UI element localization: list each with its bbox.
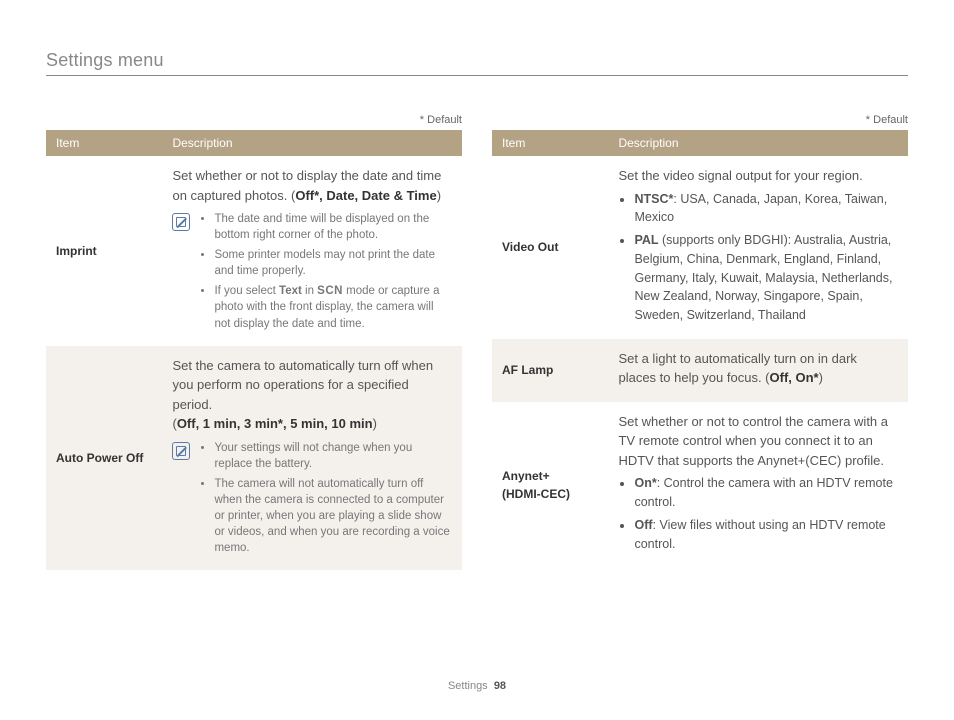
item-description: Set the video signal output for your reg…: [608, 156, 908, 339]
note-item: The camera will not automatically turn o…: [214, 476, 452, 556]
footer-section: Settings: [448, 680, 488, 692]
default-marker-right: * Default: [492, 114, 908, 126]
default-marker-left: * Default: [46, 114, 462, 126]
table-row: Video Out Set the video signal output fo…: [492, 156, 908, 339]
item-label: Imprint: [46, 156, 162, 346]
options-list: NTSC*: USA, Canada, Japan, Korea, Taiwan…: [618, 190, 898, 325]
notes-list: Your settings will not change when you r…: [198, 440, 452, 561]
item-description: Set a light to automatically turn on in …: [608, 339, 908, 402]
item-label: Anynet+(HDMI-CEC): [492, 402, 608, 568]
note-item: The date and time will be displayed on t…: [214, 211, 452, 243]
option-item: On*: Control the camera with an HDTV rem…: [634, 474, 898, 512]
note-item: Some printer models may not print the da…: [214, 247, 452, 279]
option-item: NTSC*: USA, Canada, Japan, Korea, Taiwan…: [634, 190, 898, 228]
footer-page-number: 98: [494, 680, 506, 692]
content-columns: * Default Item Description Imprint Set w…: [46, 114, 908, 570]
intro-text: Set whether or not to display the date a…: [172, 166, 452, 205]
table-row: Auto Power Off Set the camera to automat…: [46, 346, 462, 571]
table-row: AF Lamp Set a light to automatically tur…: [492, 339, 908, 402]
item-label: Auto Power Off: [46, 346, 162, 571]
left-column: * Default Item Description Imprint Set w…: [46, 114, 462, 570]
settings-table-right: Item Description Video Out Set the video…: [492, 130, 908, 567]
right-column: * Default Item Description Video Out Set…: [492, 114, 908, 570]
notes-list: The date and time will be displayed on t…: [198, 211, 452, 336]
intro-text: Set whether or not to control the camera…: [618, 412, 898, 471]
option-item: Off: View files without using an HDTV re…: [634, 516, 898, 554]
note-icon: [172, 442, 190, 460]
settings-table-left: Item Description Imprint Set whether or …: [46, 130, 462, 570]
col-header-description: Description: [162, 130, 462, 156]
note-item: If you select Text in SCN mode or captur…: [214, 283, 452, 331]
option-item: PAL (supports only BDGHI): Australia, Au…: [634, 231, 898, 325]
options-list: On*: Control the camera with an HDTV rem…: [618, 474, 898, 553]
note-icon: [172, 213, 190, 231]
item-description: Set whether or not to control the camera…: [608, 402, 908, 568]
item-description: Set the camera to automatically turn off…: [162, 346, 462, 571]
intro-text: Set the camera to automatically turn off…: [172, 356, 452, 434]
item-label: Video Out: [492, 156, 608, 339]
page-title: Settings menu: [46, 50, 908, 76]
note-item: Your settings will not change when you r…: [214, 440, 452, 472]
col-header-description: Description: [608, 130, 908, 156]
item-label: AF Lamp: [492, 339, 608, 402]
page-footer: Settings 98: [0, 680, 954, 692]
item-description: Set whether or not to display the date a…: [162, 156, 462, 346]
col-header-item: Item: [492, 130, 608, 156]
intro-text: Set a light to automatically turn on in …: [618, 349, 898, 388]
col-header-item: Item: [46, 130, 162, 156]
intro-text: Set the video signal output for your reg…: [618, 166, 898, 186]
table-row: Imprint Set whether or not to display th…: [46, 156, 462, 346]
table-row: Anynet+(HDMI-CEC) Set whether or not to …: [492, 402, 908, 568]
